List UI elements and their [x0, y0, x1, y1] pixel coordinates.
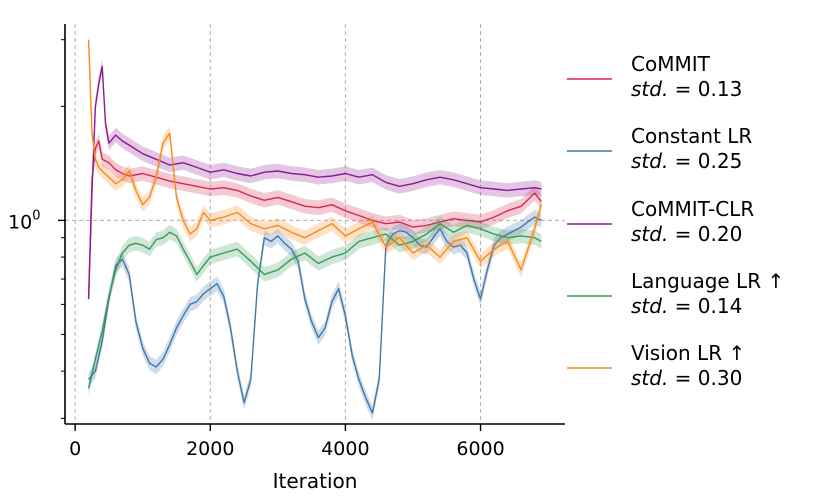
legend-std: std. = 0.14	[631, 294, 742, 318]
grid	[65, 24, 565, 424]
series-layer	[87, 32, 543, 421]
legend-label: Vision LR ↑	[631, 341, 745, 365]
series-line-commit	[87, 140, 542, 300]
x-tick-label: 2000	[186, 438, 234, 460]
series-band-language-lr	[88, 216, 542, 396]
legend-label: Constant LR	[631, 124, 752, 148]
axes	[64, 24, 565, 425]
legend-label: CoMMIT	[631, 52, 711, 76]
ticks: 0 2000 4000 6000 100	[8, 39, 505, 460]
series-band-commit-clr	[88, 59, 542, 307]
legend-label: CoMMIT-CLR	[631, 197, 754, 221]
x-tick-label: 0	[69, 438, 81, 460]
legend-std: std. = 0.25	[631, 149, 742, 173]
legend-item: Language LR ↑std. = 0.14	[567, 269, 784, 318]
series-line-vision-lr	[87, 39, 543, 271]
x-axis-label: Iteration	[273, 469, 358, 493]
x-tick-label: 6000	[456, 438, 504, 460]
legend-item: Vision LR ↑std. = 0.30	[567, 341, 745, 390]
series-line-language-lr	[87, 222, 542, 389]
legend-std: std. = 0.30	[631, 366, 742, 390]
legend-std: std. = 0.20	[631, 222, 742, 246]
legend-std: std. = 0.13	[631, 77, 742, 101]
series-line-constant-lr	[88, 216, 542, 414]
series-line-commit-clr	[87, 65, 542, 300]
x-tick-label: 4000	[321, 438, 369, 460]
y-tick-label: 100	[8, 208, 40, 233]
legend-label: Language LR ↑	[631, 269, 784, 293]
